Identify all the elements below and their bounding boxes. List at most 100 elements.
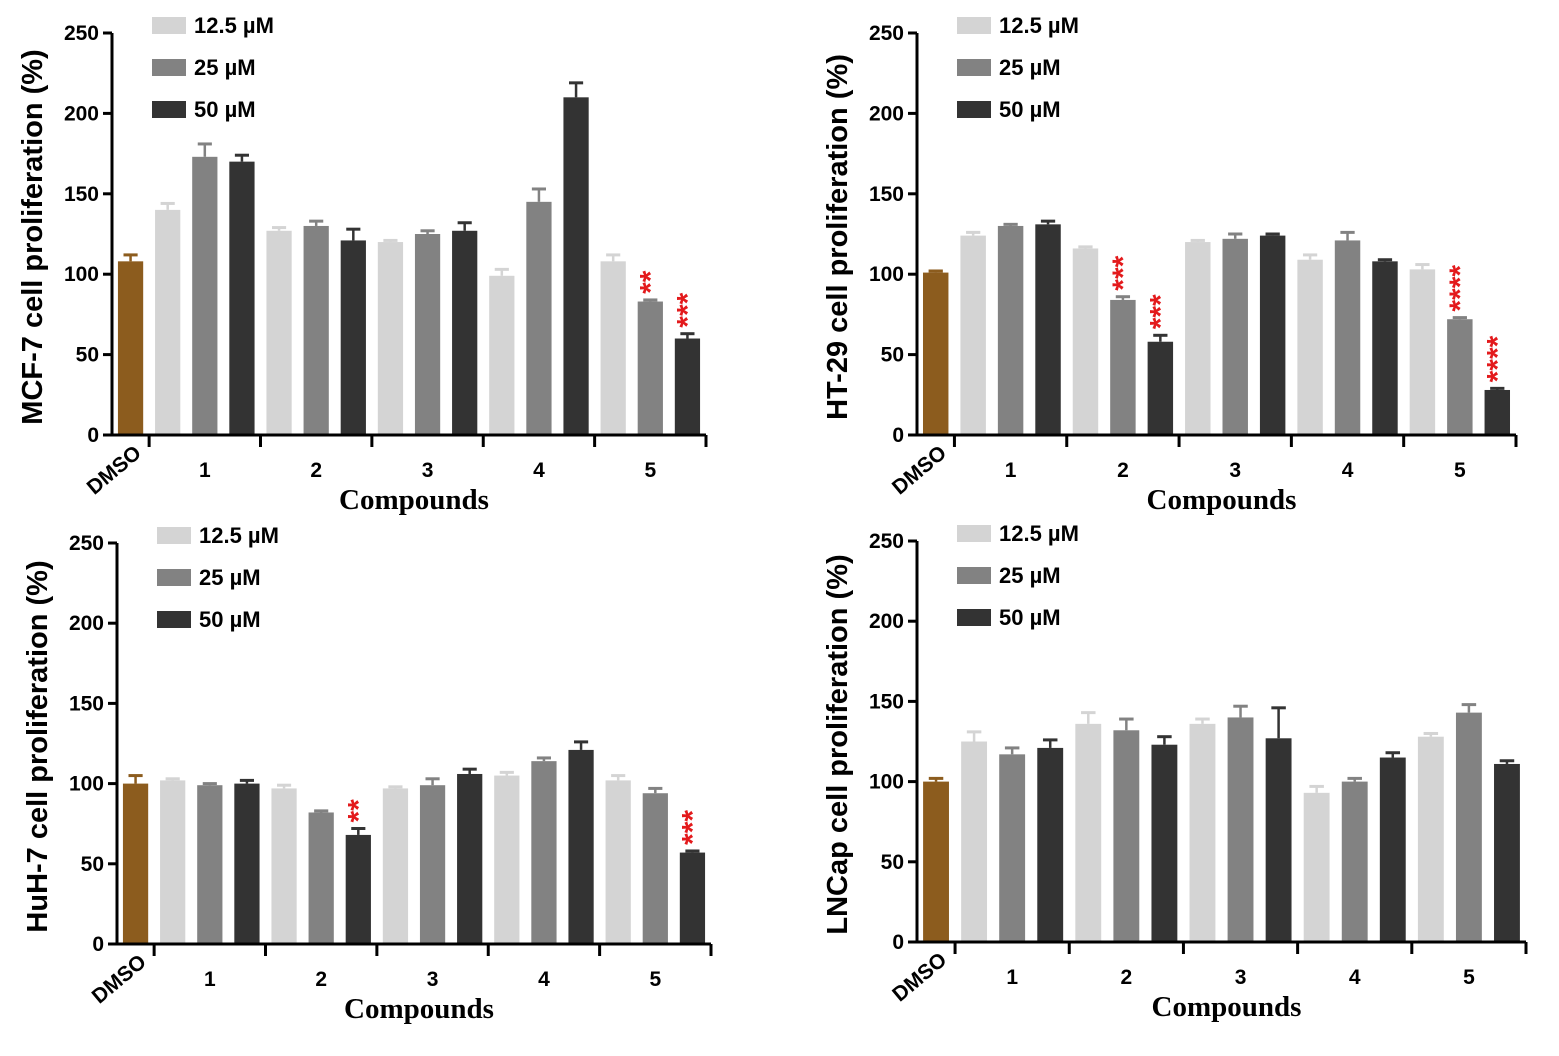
bar-compound-5-1 xyxy=(1455,712,1482,942)
bar-compound-2-2 xyxy=(340,240,366,435)
legend-label: 25 µM xyxy=(199,565,261,590)
y-tick-label: 150 xyxy=(64,183,99,206)
bar-dmso xyxy=(122,783,149,944)
bar-compound-4-2 xyxy=(1372,261,1398,435)
legend-swatch xyxy=(152,59,186,76)
bar-compound-4-0 xyxy=(1303,792,1330,942)
y-tick-label: 100 xyxy=(69,773,104,796)
y-tick-label: 200 xyxy=(64,102,99,125)
x-tick-label: 4 xyxy=(533,459,545,482)
bar-compound-5-2 xyxy=(1494,763,1520,942)
bar-compound-2-2 xyxy=(1147,341,1174,435)
legend-label: 25 µM xyxy=(999,55,1061,80)
bar-compound-1-2 xyxy=(234,783,260,944)
bar-compound-4-1 xyxy=(526,201,552,435)
y-tick-label: 50 xyxy=(881,344,904,367)
y-tick-label: 50 xyxy=(881,851,904,874)
bar-compound-1-1 xyxy=(192,156,218,436)
bar-compound-1-2 xyxy=(1037,747,1064,942)
x-tick-label: 2 xyxy=(310,459,322,482)
legend-label: 12.5 µM xyxy=(999,521,1079,546)
bar-compound-4-0 xyxy=(489,275,515,435)
bar-compound-4-1 xyxy=(1334,240,1361,435)
x-tick-label: 3 xyxy=(422,459,434,482)
significance-marker: ** xyxy=(634,270,667,294)
y-tick-label: 250 xyxy=(869,530,904,553)
bar-compound-1-0 xyxy=(155,209,181,435)
bar-compound-4-1 xyxy=(1341,781,1368,942)
bar-compound-3-1 xyxy=(1222,238,1248,435)
bar-compound-2-1 xyxy=(1113,730,1140,942)
x-tick-label: 2 xyxy=(1117,459,1129,482)
bar-compound-3-2 xyxy=(1265,738,1292,942)
legend: 12.5 µM 25 µM 50 µM xyxy=(957,13,1079,122)
bar-compound-1-2 xyxy=(1035,224,1061,435)
legend-swatch xyxy=(152,101,186,118)
y-axis-label: HT-29 cell proliferation (%) xyxy=(822,54,854,420)
bar-compound-5-0 xyxy=(1417,736,1444,942)
bar-compound-4-2 xyxy=(568,749,594,944)
y-tick-label: 0 xyxy=(892,424,904,447)
bar-compound-4-0 xyxy=(494,775,520,944)
bar-compound-1-1 xyxy=(997,225,1024,435)
y-tick-label: 50 xyxy=(76,344,99,367)
significance-marker: ** xyxy=(342,799,375,823)
bar-compound-1-0 xyxy=(960,235,986,435)
legend-swatch xyxy=(957,17,991,34)
bar-compound-1-1 xyxy=(999,754,1026,942)
bar-dmso xyxy=(117,261,144,435)
x-tick-label: 5 xyxy=(649,968,661,991)
legend: 12.5 µM 25 µM 50 µM xyxy=(157,523,279,632)
x-axis-label: Compounds xyxy=(1147,484,1297,516)
x-tick-label: 1 xyxy=(1006,966,1018,989)
bar-compound-5-2 xyxy=(674,338,701,435)
significance-marker: *** xyxy=(671,292,704,327)
bar-compound-2-1 xyxy=(1110,299,1136,435)
x-tick-label: 2 xyxy=(1121,966,1133,989)
bar-compound-2-2 xyxy=(345,834,371,944)
x-tick-label-dmso: DMSO xyxy=(888,948,951,1006)
legend-label: 25 µM xyxy=(194,55,256,80)
bar-compound-5-1 xyxy=(637,301,663,435)
bar-compound-2-1 xyxy=(303,225,329,435)
x-axis-label: Compounds xyxy=(344,993,494,1025)
x-tick-label: 5 xyxy=(1454,459,1466,482)
legend-swatch xyxy=(157,527,191,544)
y-axis-label: MCF-7 cell proliferation (%) xyxy=(17,49,49,424)
y-tick-label: 100 xyxy=(64,263,99,286)
legend-swatch xyxy=(957,567,991,584)
bar-compound-3-1 xyxy=(419,785,446,944)
y-axis-label: LNCap cell proliferation (%) xyxy=(822,554,854,934)
bar-compound-3-0 xyxy=(1185,242,1211,435)
bar-compound-1-0 xyxy=(961,741,988,942)
legend-label: 12.5 µM xyxy=(194,13,274,38)
bar-compound-1-2 xyxy=(229,161,255,435)
bar-dmso xyxy=(922,272,949,435)
bar-compound-3-1 xyxy=(1227,717,1254,942)
legend-swatch xyxy=(957,101,991,118)
x-tick-label-dmso: DMSO xyxy=(888,441,951,499)
y-tick-label: 200 xyxy=(869,610,904,633)
bar-compound-3-0 xyxy=(377,242,404,435)
bar-compound-2-0 xyxy=(266,230,292,435)
legend: 12.5 µM 25 µM 50 µM xyxy=(957,521,1079,630)
x-axis-label: Compounds xyxy=(1152,991,1302,1023)
x-tick-label: 3 xyxy=(427,968,439,991)
bar-compound-3-2 xyxy=(457,773,483,944)
bar-dmso xyxy=(923,781,949,942)
x-axis-label: Compounds xyxy=(339,484,489,516)
significance-marker: **** xyxy=(1444,265,1477,312)
legend-label: 12.5 µM xyxy=(999,13,1079,38)
x-tick-label: 3 xyxy=(1235,966,1247,989)
legend-label: 25 µM xyxy=(999,563,1061,588)
bar-compound-5-2 xyxy=(1484,389,1511,435)
y-tick-label: 150 xyxy=(869,183,904,206)
y-tick-label: 250 xyxy=(64,22,99,45)
bar-compound-1-1 xyxy=(197,785,223,944)
x-tick-label: 2 xyxy=(315,968,327,991)
y-tick-label: 150 xyxy=(869,690,904,713)
y-tick-label: 200 xyxy=(869,102,904,125)
legend-swatch xyxy=(957,525,991,542)
y-tick-label: 0 xyxy=(92,933,104,956)
bar-compound-2-1 xyxy=(308,812,334,944)
